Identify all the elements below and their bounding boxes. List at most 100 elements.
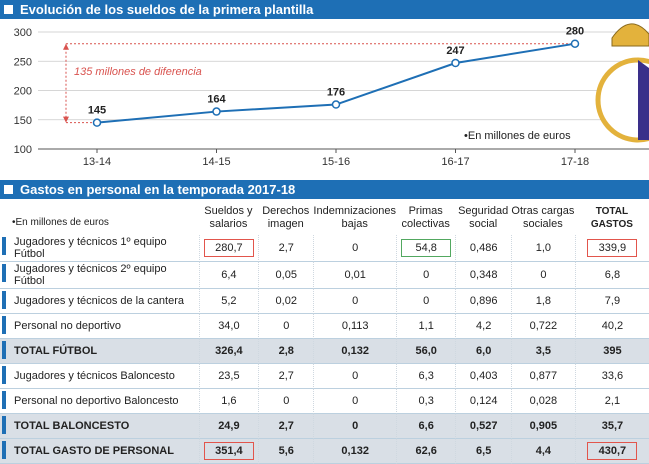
y-tick-label: 150 (14, 115, 32, 127)
table-cell: 430,7 (574, 439, 649, 464)
highlighted-value: 280,7 (203, 239, 254, 257)
table-cell: 0 (313, 364, 396, 389)
table-cell: 34,0 (198, 314, 259, 339)
table-cell: 4,2 (455, 314, 511, 339)
table-row: Personal no deportivo 34,0 0 0,113 1,1 4,2 0,7… (0, 314, 649, 339)
y-tick-label: 250 (14, 56, 32, 68)
table-cell: 3,5 (510, 339, 575, 364)
y-tick-label: 200 (14, 86, 32, 98)
table-cell: 0,01 (313, 262, 396, 289)
table-section-title: Gastos en personal en la temporada 2017-… (20, 182, 296, 197)
table-cell: 1,6 (198, 389, 259, 414)
table-cell: 6,4 (198, 262, 259, 289)
row-label: TOTAL BALONCESTO (0, 414, 199, 439)
table-cell: 6,8 (574, 262, 649, 289)
row-label: TOTAL FÚTBOL (0, 339, 199, 364)
data-point (212, 107, 221, 116)
table-cell: 5,2 (198, 289, 259, 314)
table-cell: 56,0 (395, 339, 456, 364)
series-line (96, 42, 576, 124)
table-cell: 0,05 (258, 262, 314, 289)
crest-shape (611, 23, 649, 47)
row-label: Jugadores y técnicos 1º equipo Fútbol (0, 235, 199, 262)
table-cell: 0,896 (455, 289, 511, 314)
y-tick-label: 300 (14, 27, 32, 39)
table-cell: 0,527 (455, 414, 511, 439)
section-square-icon (4, 5, 13, 14)
chart-section-header: Evolución de los sueldos de la primera p… (0, 0, 649, 19)
table-cell: 0,113 (313, 314, 396, 339)
table-cell: 0 (395, 289, 456, 314)
x-tick-label: 13-14 (83, 156, 111, 168)
table-cell: 2,7 (258, 414, 314, 439)
data-point (331, 100, 341, 109)
table-cell: 339,9 (574, 235, 649, 262)
table-cell: 0,028 (510, 389, 575, 414)
highlighted-value: 430,7 (587, 442, 638, 460)
column-header: TOTAL GASTOS (590, 206, 633, 230)
table-cell: 24,9 (198, 414, 259, 439)
table-cell: 0,02 (258, 289, 314, 314)
table-cell: 395 (574, 339, 649, 364)
table-cell: 2,8 (258, 339, 314, 364)
table-cell: 280,7 (198, 235, 259, 262)
table-cell: 35,7 (574, 414, 649, 439)
table-cell: 0 (258, 389, 314, 414)
table-cell: 4,4 (510, 439, 575, 464)
total-row: TOTAL GASTO DE PERSONAL 351,4 5,6 0,132 62,6… (0, 439, 649, 464)
table-cell: 6,0 (455, 339, 511, 364)
table-cell: 0,132 (313, 439, 396, 464)
table-cell: 0,3 (395, 389, 456, 414)
table-cell: 0,877 (510, 364, 575, 389)
table-cell: 0,905 (510, 414, 575, 439)
units-note: •En millones de euros (464, 130, 571, 142)
table-cell: 0 (258, 314, 314, 339)
table-cell: 33,6 (574, 364, 649, 389)
table-cell: 0,722 (510, 314, 575, 339)
x-tick-label: 17-18 (561, 156, 589, 168)
table-cell: 1,1 (395, 314, 456, 339)
table-cell: 1,8 (510, 289, 575, 314)
column-header: Seguridad social (458, 205, 509, 230)
row-label: Jugadores y técnicos 2º equipo Fútbol (0, 262, 199, 289)
table-cell: 62,6 (395, 439, 456, 464)
table-cell: 5,6 (258, 439, 314, 464)
annotation-arrow-up (63, 43, 69, 50)
x-tick-label: 14-15 (202, 156, 230, 168)
highlighted-value: 351,4 (203, 442, 254, 460)
table-row: Jugadores y técnicos de la cantera 5,2 0,0… (0, 289, 649, 314)
column-header: Derechos imagen (262, 205, 310, 230)
table-cell: 54,8 (395, 235, 456, 262)
table-cell: 0 (313, 389, 396, 414)
row-label: TOTAL GASTO DE PERSONAL (0, 439, 199, 464)
column-header: Indemnizaciones bajas (313, 205, 396, 230)
data-point (92, 118, 102, 127)
column-header: Sueldos y salarios (204, 205, 253, 230)
club-crest-logo (595, 23, 649, 143)
row-label: Jugadores y técnicos de la cantera (0, 289, 199, 314)
x-tick-label: 16-17 (441, 156, 469, 168)
table-cell: 0,403 (455, 364, 511, 389)
table-cell: 0 (510, 262, 575, 289)
table-cell: 0,348 (455, 262, 511, 289)
table-cell: 2,1 (574, 389, 649, 414)
table-cell: 0,124 (455, 389, 511, 414)
data-label: 280 (566, 26, 584, 38)
table-cell: 40,2 (574, 314, 649, 339)
crest-shape (638, 60, 649, 140)
expenses-table: •En millones de euros Sueldos y salarios D… (0, 205, 649, 464)
table-section-header: Gastos en personal en la temporada 2017-… (0, 180, 649, 199)
column-header: Primas colectivas (401, 205, 450, 230)
data-label: 145 (88, 105, 106, 117)
data-label: 247 (446, 45, 464, 57)
table-cell: 351,4 (198, 439, 259, 464)
data-point (570, 39, 580, 48)
data-label: 176 (327, 87, 345, 99)
table-cell: 0 (313, 289, 396, 314)
table-cell: 2,7 (258, 364, 314, 389)
annotation-arrow-down (63, 116, 69, 123)
table-cell: 0 (313, 235, 396, 262)
row-label: Personal no deportivo Baloncesto (0, 389, 199, 414)
table-cell: 2,7 (258, 235, 314, 262)
table-cell: 6,5 (455, 439, 511, 464)
